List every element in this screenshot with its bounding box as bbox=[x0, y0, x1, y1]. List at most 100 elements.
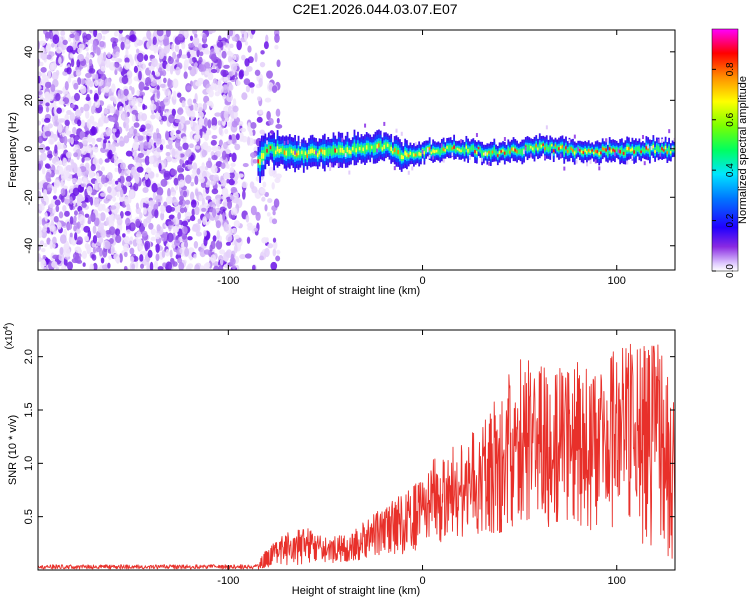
noise-speckle bbox=[96, 164, 101, 171]
noise-speckle bbox=[123, 265, 128, 270]
noise-speckle bbox=[232, 105, 239, 113]
noise-speckle bbox=[113, 253, 120, 261]
noise-speckle bbox=[181, 226, 188, 235]
signal-band-cell bbox=[669, 151, 672, 154]
noise-speckle bbox=[123, 243, 130, 252]
noise-speckle bbox=[38, 135, 44, 144]
noise-speckle bbox=[59, 118, 66, 123]
signal-halo bbox=[376, 148, 379, 153]
noise-speckle bbox=[135, 259, 139, 269]
signal-band-cell bbox=[477, 147, 480, 150]
noise-speckle bbox=[186, 110, 193, 117]
noise-speckle bbox=[73, 210, 78, 216]
noise-speckle bbox=[76, 59, 81, 68]
noise-speckle bbox=[151, 182, 158, 193]
noise-speckle bbox=[103, 108, 108, 115]
noise-speckle bbox=[126, 203, 131, 211]
signal-halo bbox=[631, 155, 634, 160]
noise-speckle bbox=[92, 246, 97, 254]
signal-band-cell bbox=[643, 149, 646, 153]
signal-band-cell bbox=[610, 149, 613, 153]
noise-speckle bbox=[39, 61, 44, 67]
signal-halo bbox=[589, 159, 592, 164]
noise-speckle bbox=[144, 240, 151, 250]
noise-speckle bbox=[262, 181, 267, 188]
signal-band-cell bbox=[276, 146, 279, 152]
noise-speckle bbox=[179, 248, 183, 254]
signal-band-cell bbox=[304, 151, 307, 156]
noise-speckle bbox=[71, 177, 78, 184]
signal-band-cell bbox=[601, 147, 604, 151]
signal-band-cell bbox=[339, 147, 342, 153]
noise-speckle bbox=[271, 85, 278, 93]
signal-band-cell bbox=[362, 147, 365, 152]
noise-speckle bbox=[194, 175, 199, 185]
signal-band-cell bbox=[575, 149, 578, 152]
noise-speckle bbox=[104, 158, 110, 163]
signal-band-cell bbox=[554, 144, 557, 147]
noise-speckle bbox=[60, 30, 66, 37]
noise-speckle bbox=[76, 221, 81, 230]
noise-speckle bbox=[136, 231, 142, 237]
noise-speckle bbox=[210, 68, 218, 74]
noise-speckle bbox=[119, 188, 124, 198]
noise-speckle bbox=[125, 217, 131, 226]
noise-speckle bbox=[101, 264, 109, 270]
noise-speckle bbox=[38, 120, 42, 126]
noise-speckle bbox=[255, 211, 261, 221]
signal-band-cell bbox=[498, 151, 501, 154]
noise-speckle bbox=[181, 42, 186, 50]
noise-speckle bbox=[46, 153, 53, 159]
signal-band-cell bbox=[573, 151, 576, 155]
signal-band-cell bbox=[615, 148, 618, 151]
signal-band-cell bbox=[337, 147, 340, 153]
noise-speckle bbox=[100, 229, 107, 238]
noise-speckle bbox=[138, 81, 145, 91]
noise-speckle bbox=[275, 108, 281, 117]
noise-speckle bbox=[80, 119, 86, 128]
noise-speckle bbox=[119, 66, 123, 72]
noise-speckle bbox=[72, 220, 77, 226]
noise-speckle bbox=[156, 89, 161, 100]
noise-speckle bbox=[189, 35, 194, 42]
signal-band-cell bbox=[283, 150, 286, 155]
noise-speckle bbox=[103, 198, 110, 204]
signal-band-cell bbox=[395, 148, 398, 154]
signal-band-cell bbox=[516, 150, 518, 154]
noise-speckle bbox=[88, 58, 93, 67]
noise-speckle bbox=[216, 146, 221, 151]
signal-band-cell bbox=[505, 151, 508, 155]
signal-band-cell bbox=[540, 144, 543, 148]
noise-speckle bbox=[61, 222, 67, 227]
spectrogram-y-tick-label: 0 bbox=[23, 146, 35, 152]
noise-speckle bbox=[228, 105, 232, 115]
signal-halo bbox=[626, 160, 629, 165]
signal-halo bbox=[598, 166, 601, 171]
noise-speckle bbox=[196, 167, 201, 175]
noise-speckle bbox=[82, 262, 86, 267]
noise-speckle bbox=[152, 132, 158, 142]
noise-speckle bbox=[160, 232, 168, 242]
signal-band-cell bbox=[503, 151, 506, 155]
noise-speckle bbox=[191, 57, 197, 63]
noise-speckle bbox=[203, 49, 211, 55]
noise-speckle bbox=[126, 170, 132, 175]
noise-speckle bbox=[210, 139, 217, 146]
signal-band-cell bbox=[502, 149, 504, 153]
signal-band-cell bbox=[475, 151, 478, 155]
signal-band-cell bbox=[628, 146, 630, 151]
snr-y-ticks: 0.5 1.0 1.5 2.0 bbox=[23, 349, 675, 524]
noise-speckle bbox=[64, 198, 70, 205]
signal-halo bbox=[641, 135, 644, 140]
noise-speckle bbox=[167, 143, 173, 150]
signal-band-cell bbox=[413, 153, 415, 157]
noise-speckle bbox=[272, 248, 277, 257]
noise-speckle bbox=[261, 196, 266, 202]
noise-speckle bbox=[157, 266, 164, 270]
noise-speckle bbox=[202, 33, 207, 40]
noise-speckle bbox=[65, 125, 69, 135]
noise-speckle bbox=[187, 164, 193, 170]
signal-band-cell bbox=[266, 148, 268, 153]
noise-speckle bbox=[51, 42, 55, 48]
noise-speckle bbox=[247, 45, 252, 53]
